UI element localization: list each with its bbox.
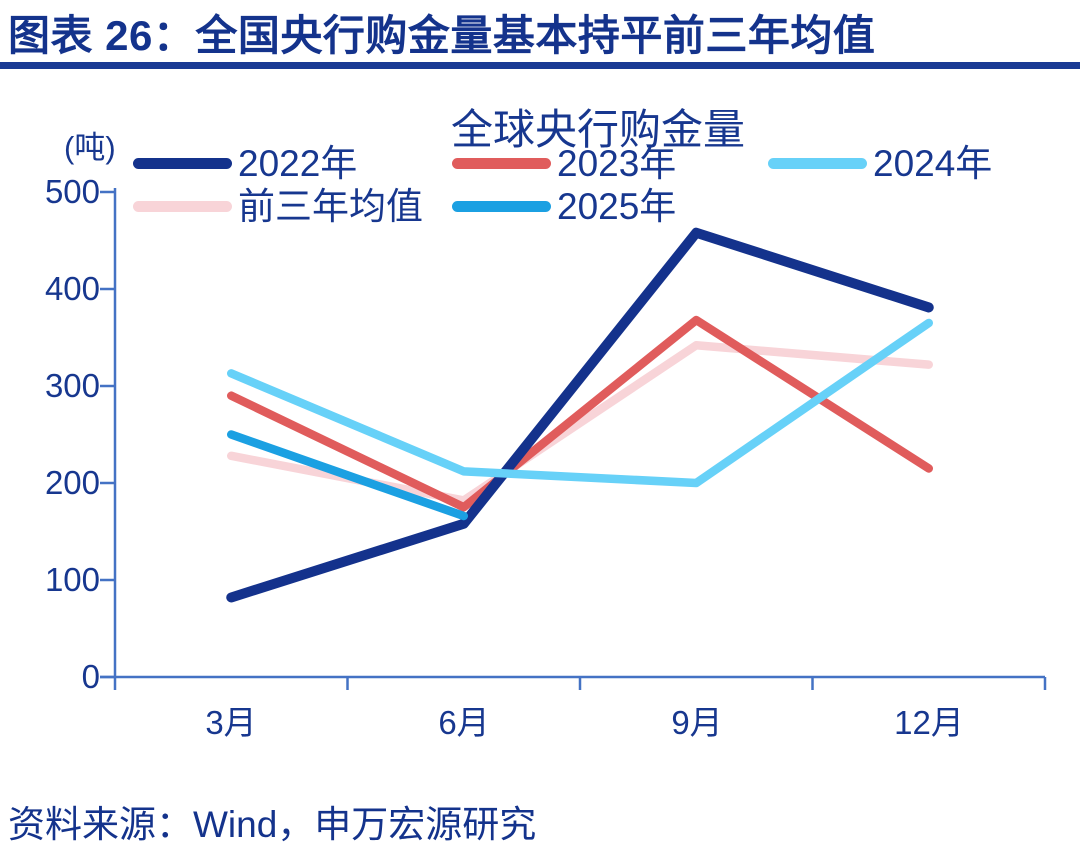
line-2025年 — [227, 430, 468, 521]
title-underline — [0, 62, 1080, 69]
legend-item-2022: 2022年 — [133, 143, 357, 183]
x-tick-label-dec: 12月 — [894, 704, 964, 741]
y-axis-unit-label: (吨) — [64, 130, 116, 165]
legend-item-2025: 2025年 — [452, 186, 676, 226]
legend-item-avg3y: 前三年均值 — [133, 186, 423, 226]
plot-svg — [100, 188, 1047, 690]
y-tick-label-400: 400 — [44, 270, 100, 307]
x-tick-label-jun: 6月 — [438, 704, 490, 741]
legend-label-avg3y: 前三年均值 — [238, 185, 423, 227]
legend-swatch-2024 — [768, 157, 867, 169]
legend-label-2024: 2024年 — [873, 142, 993, 184]
y-tick-label-500: 500 — [44, 173, 100, 210]
legend-label-2023: 2023年 — [557, 142, 677, 184]
chart-title: 全球央行购金量 — [450, 106, 745, 153]
line-2024年 — [227, 318, 933, 488]
legend-item-2024: 2024年 — [768, 143, 992, 183]
y-tick-label-100: 100 — [44, 561, 100, 598]
line-2022年 — [226, 227, 934, 603]
source-note: 资料来源：Wind，申万宏源研究 — [8, 804, 537, 845]
legend-swatch-2025 — [452, 200, 551, 212]
line-2023年 — [227, 315, 933, 512]
figure-title: 图表 26：全国央行购金量基本持平前三年均值 — [8, 12, 876, 59]
y-tick-label-200: 200 — [44, 464, 100, 501]
legend-swatch-2023 — [452, 157, 551, 169]
legend-label-2022: 2022年 — [238, 142, 358, 184]
legend-item-2023: 2023年 — [452, 143, 676, 183]
x-tick-label-mar: 3月 — [205, 704, 257, 741]
legend-swatch-2022 — [133, 157, 232, 169]
x-tick-label-sep: 9月 — [671, 704, 723, 741]
legend-label-2025: 2025年 — [557, 185, 677, 227]
legend-swatch-avg3y — [133, 200, 232, 212]
y-tick-label-0: 0 — [81, 658, 100, 695]
y-tick-label-300: 300 — [44, 367, 100, 404]
